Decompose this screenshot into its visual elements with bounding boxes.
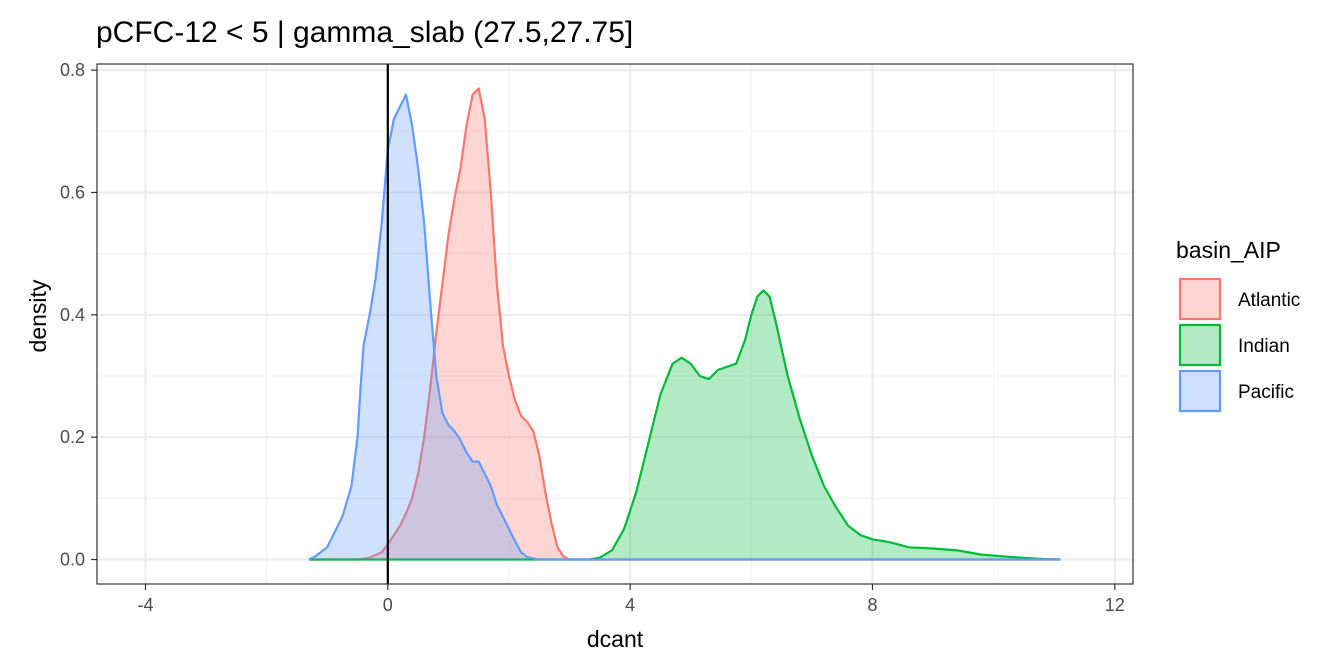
y-axis-title: density — [25, 279, 51, 352]
x-tick-label: 8 — [867, 595, 877, 615]
atlantic-density-area — [309, 88, 1061, 560]
y-tick-label: 0.0 — [60, 550, 85, 570]
chart-title: pCFC-12 < 5 | gamma_slab (27.5,27.75] — [96, 16, 633, 49]
legend-key-background — [1179, 278, 1221, 320]
panel-border — [96, 63, 1134, 585]
legend-label-indian: Indian — [1238, 336, 1290, 357]
legend-label-atlantic: Atlantic — [1238, 290, 1300, 311]
legend-key-atlantic — [1178, 277, 1222, 321]
legend-key-background — [1179, 370, 1221, 412]
pacific-density-area — [309, 94, 1061, 560]
axes: -4 0 4 8 12 0.0 0.2 0.4 0.6 0.8 — [60, 60, 1125, 615]
indian-density-line — [309, 289, 1061, 561]
y-tick-label: 0.6 — [60, 182, 85, 202]
atlantic-density-line — [309, 87, 1061, 561]
legend-key-background — [1179, 324, 1221, 366]
y-tick-label: 0.8 — [60, 60, 85, 80]
x-tick-label: -4 — [137, 595, 153, 615]
legend-key-pacific — [1178, 369, 1222, 413]
legend-label-pacific: Pacific — [1238, 382, 1294, 403]
y-tick-label: 0.2 — [60, 427, 85, 447]
x-tick-label: 0 — [383, 595, 393, 615]
density-series — [308, 87, 1061, 561]
legend-key-indian — [1178, 323, 1222, 367]
y-tick-label: 0.4 — [60, 305, 85, 325]
x-tick-label: 12 — [1105, 595, 1125, 615]
legend-title: basin_AIP — [1176, 237, 1281, 263]
legend-items: Atlantic Indian Pacific — [1178, 277, 1300, 413]
indian-density-area — [309, 290, 1061, 560]
pacific-density-line — [308, 93, 1061, 561]
legend: basin_AIP Atlantic Indian Pacific — [1176, 237, 1300, 413]
x-axis-title: dcant — [587, 626, 644, 652]
x-tick-label: 4 — [625, 595, 635, 615]
